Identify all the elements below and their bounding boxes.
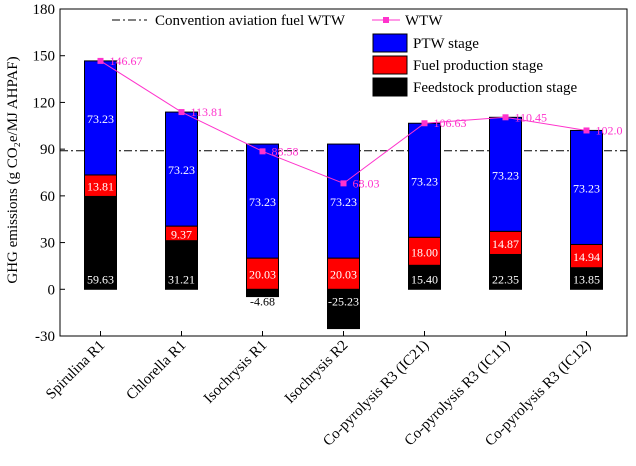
wtw-value-label: 88.58 (272, 144, 299, 158)
category-label: Spirulina R1 (43, 338, 108, 403)
fuel-production-bar (408, 236, 441, 266)
ptw-value-label: 73.23 (492, 168, 519, 182)
fuel-production-value-label: 20.03 (249, 268, 276, 282)
feedstock-value-label: -25.23 (328, 294, 359, 308)
legend-feedstock-label: Feedstock production stage (413, 80, 577, 96)
fuel-production-value-label: 14.87 (492, 237, 519, 251)
wtw-marker (259, 148, 266, 155)
y-axis-label: GHG emissions (g CO₂e/MJ AHPAF) (5, 56, 21, 283)
ptw-value-label: 73.23 (330, 195, 357, 209)
category-label: Isochrysis R2 (282, 338, 351, 407)
legend-ptw-swatch (372, 33, 408, 53)
feedstock-bar (489, 253, 522, 290)
y-tick-label: 30 (40, 236, 55, 252)
ptw-bar (570, 129, 603, 245)
fuel-production-value-label: 9.37 (171, 227, 192, 241)
fuel-production-value-label: 20.03 (330, 268, 357, 282)
wtw-marker (583, 127, 590, 134)
y-tick-label: 90 (40, 142, 55, 158)
legend-fuel-production-label: Fuel production stage (413, 58, 543, 74)
ptw-bar (84, 60, 117, 176)
category-label: Isochrysis R1 (201, 338, 270, 407)
legend-wtw-swatch-marker (383, 17, 389, 23)
legend: Convention aviation fuel WTW WTW PTW stage… (112, 13, 577, 97)
feedstock-bar (165, 240, 198, 290)
ptw-value-label: 73.23 (573, 181, 600, 195)
ptw-bar (165, 111, 198, 227)
ptw-value-label: 73.23 (411, 174, 438, 188)
ptw-bar (489, 116, 522, 232)
ptw-bar (246, 143, 279, 259)
y-tick-label: 0 (48, 282, 56, 298)
wtw-marker (178, 109, 185, 116)
wtw-value-label: 106.63 (434, 116, 467, 130)
wtw-value-label: 110.45 (515, 110, 548, 124)
feedstock-value-label: 22.35 (492, 272, 519, 286)
wtw-value-label: 68.03 (353, 176, 380, 190)
fuel-production-value-label: 13.81 (87, 180, 114, 194)
wtw-marker (421, 120, 428, 127)
legend-ptw-label: PTW stage (413, 36, 479, 52)
y-tick-label: 150 (33, 49, 56, 65)
y-tick-label: 180 (33, 2, 56, 18)
y-tick-label: -30 (35, 329, 55, 345)
feedstock-bar (84, 195, 117, 290)
feedstock-value-label: 31.21 (168, 272, 195, 286)
fuel-production-value-label: 14.94 (573, 250, 600, 264)
legend-feedstock-swatch (372, 77, 408, 97)
wtw-value-label: 146.67 (110, 54, 143, 68)
fuel-production-value-label: 18.00 (411, 245, 438, 259)
ptw-bar (408, 122, 441, 238)
legend-reference-label: Convention aviation fuel WTW (155, 13, 346, 29)
feedstock-value-label: -4.68 (250, 294, 275, 308)
ptw-value-label: 73.23 (87, 112, 114, 126)
feedstock-value-label: 13.85 (573, 272, 600, 286)
wtw-value-label: 102.0 (596, 123, 623, 137)
wtw-marker (340, 180, 347, 187)
feedstock-value-label: 59.63 (87, 272, 114, 286)
category-label: Chlorella R1 (124, 338, 190, 404)
y-tick-label: 120 (33, 95, 56, 111)
legend-wtw-label: WTW (405, 13, 443, 29)
feedstock-value-label: 15.40 (411, 272, 438, 286)
wtw-marker (97, 57, 104, 64)
legend-fuel-production-swatch (372, 55, 408, 75)
ptw-bar (327, 143, 360, 259)
ptw-value-label: 73.23 (249, 195, 276, 209)
feedstock-bar (327, 288, 360, 330)
y-tick-label: 60 (40, 189, 55, 205)
wtw-value-label: 113.81 (191, 105, 224, 119)
ptw-value-label: 73.23 (168, 163, 195, 177)
wtw-marker (502, 114, 509, 121)
